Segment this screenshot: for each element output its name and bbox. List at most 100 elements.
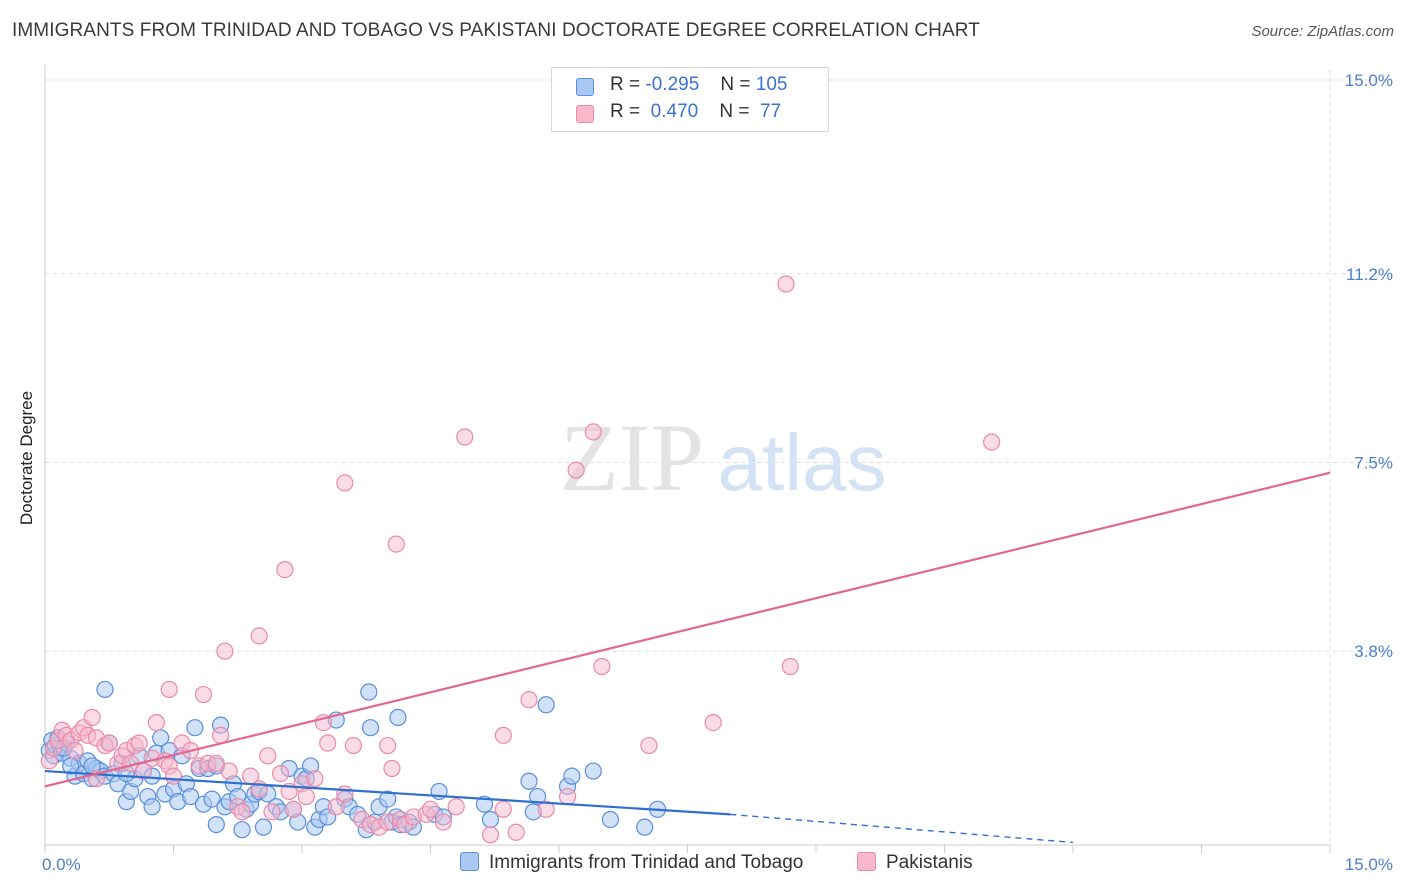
source-credit: Source: ZipAtlas.com: [1251, 23, 1394, 40]
data-point-pakistani: [704, 713, 722, 732]
data-point-trinidad: [361, 719, 380, 737]
data-point-pakistani: [207, 754, 225, 773]
data-point-pakistani: [220, 762, 238, 780]
y-tick-label: 15.0%: [1345, 71, 1393, 90]
data-point-trinidad: [254, 818, 273, 836]
data-point-pakistani: [434, 813, 452, 831]
legend-swatch-blue: [576, 78, 594, 96]
data-point-pakistani: [507, 823, 525, 841]
data-point-pakistani: [383, 759, 401, 778]
data-point-pakistani: [276, 560, 294, 579]
data-point-pakistani: [319, 734, 337, 752]
data-point-trinidad: [601, 810, 620, 829]
data-point-pakistani: [777, 275, 795, 293]
data-point-trinidad: [520, 772, 538, 790]
y-axis-label: Doctorate Degree: [17, 391, 36, 525]
data-point-trinidad: [360, 683, 378, 701]
trend-line-pakistani: [44, 471, 1331, 788]
data-point-pakistani: [447, 798, 465, 816]
legend-item-pakistani: Pakistanis: [857, 852, 973, 874]
legend-n-value: 105: [755, 74, 788, 95]
x-tick-label: 0.0%: [42, 855, 81, 874]
data-point-pakistani: [567, 461, 585, 479]
data-point-pakistani: [558, 787, 577, 806]
data-point-pakistani: [100, 734, 118, 752]
data-point-pakistani: [520, 691, 538, 709]
data-point-trinidad: [182, 787, 200, 806]
data-point-pakistani: [147, 713, 165, 732]
data-point-trinidad: [528, 787, 547, 806]
data-point-pakistani: [216, 642, 234, 660]
data-point-pakistani: [387, 535, 405, 553]
data-point-trinidad: [186, 719, 204, 737]
trend-lines: [44, 471, 1331, 844]
data-point-trinidad: [96, 680, 114, 699]
chart-title: IMMIGRANTS FROM TRINIDAD AND TOBAGO VS P…: [12, 20, 980, 41]
trend-line-trinidad-extension: [730, 813, 1074, 844]
series-pakistani-points: [40, 275, 1001, 844]
data-point-pakistani: [194, 685, 213, 704]
data-point-trinidad: [203, 790, 221, 808]
watermark-atlas: atlas: [718, 418, 887, 507]
data-point-trinidad: [584, 762, 602, 780]
legend-swatch-pink: [576, 105, 594, 123]
data-point-pakistani: [233, 803, 251, 821]
data-point-trinidad: [537, 696, 555, 714]
data-point-pakistani: [640, 736, 658, 755]
y-tick-label: 7.5%: [1354, 454, 1393, 473]
data-point-trinidad: [233, 821, 251, 839]
data-point-pakistani: [259, 747, 277, 765]
legend-n-label: N =: [719, 101, 750, 122]
legend-stats: R = -0.295 N = 105 R = 0.470 N = 77: [551, 67, 829, 132]
axes: [44, 65, 1331, 853]
legend-n-label: N =: [720, 74, 751, 95]
data-point-pakistani: [212, 726, 230, 744]
data-point-pakistani: [284, 800, 303, 818]
legend-n-value: 77: [754, 101, 782, 122]
data-point-pakistani: [584, 423, 602, 441]
data-point-pakistani: [66, 742, 84, 760]
legend-r-value: -0.295: [645, 74, 700, 95]
data-point-pakistani: [593, 657, 611, 676]
data-point-pakistani: [164, 767, 183, 785]
y-tick-label: 3.8%: [1354, 642, 1393, 661]
legend-item-trinidad: Immigrants from Trinidad and Tobago: [460, 852, 803, 874]
data-point-trinidad: [636, 818, 654, 836]
data-point-pakistani: [336, 785, 354, 803]
y-tick-label: 11.2%: [1346, 265, 1393, 284]
legend-label-trinidad: Immigrants from Trinidad and Tobago: [489, 852, 804, 873]
data-point-pakistani: [456, 428, 474, 446]
legend-r-label: R =: [610, 101, 641, 122]
data-point-pakistani: [379, 736, 397, 755]
data-point-pakistani: [130, 734, 148, 752]
legend-r-value: 0.470: [645, 101, 699, 122]
data-point-trinidad: [207, 815, 225, 834]
watermark-zip: ZIP: [560, 404, 704, 511]
data-point-pakistani: [160, 680, 178, 699]
data-point-trinidad: [563, 767, 581, 785]
data-point-pakistani: [271, 764, 290, 783]
data-point-pakistani: [781, 657, 799, 676]
data-point-pakistani: [263, 803, 281, 821]
data-point-pakistani: [250, 627, 268, 645]
data-point-trinidad: [379, 790, 397, 808]
data-point-pakistani: [83, 708, 101, 727]
data-point-pakistani: [344, 736, 362, 755]
tick-labels: 3.8% 7.5% 11.2% 15.0% 0.0% 15.0%: [42, 71, 1393, 874]
data-point-pakistani: [481, 826, 500, 844]
data-point-trinidad: [389, 708, 407, 727]
data-point-pakistani: [306, 770, 324, 788]
data-point-pakistani: [494, 726, 512, 744]
x-tick-label: 15.0%: [1345, 855, 1393, 874]
data-point-pakistani: [421, 800, 440, 818]
legend-swatch-blue: [460, 852, 479, 871]
data-point-pakistani: [983, 433, 1001, 451]
trend-line-trinidad: [44, 769, 731, 816]
legend-swatch-pink: [857, 852, 876, 871]
data-point-pakistani: [336, 474, 354, 492]
legend-series: Immigrants from Trinidad and Tobago Paki…: [0, 852, 1406, 878]
data-point-trinidad: [143, 798, 161, 816]
data-point-pakistani: [494, 800, 512, 818]
legend-label-pakistani: Pakistanis: [886, 852, 973, 873]
